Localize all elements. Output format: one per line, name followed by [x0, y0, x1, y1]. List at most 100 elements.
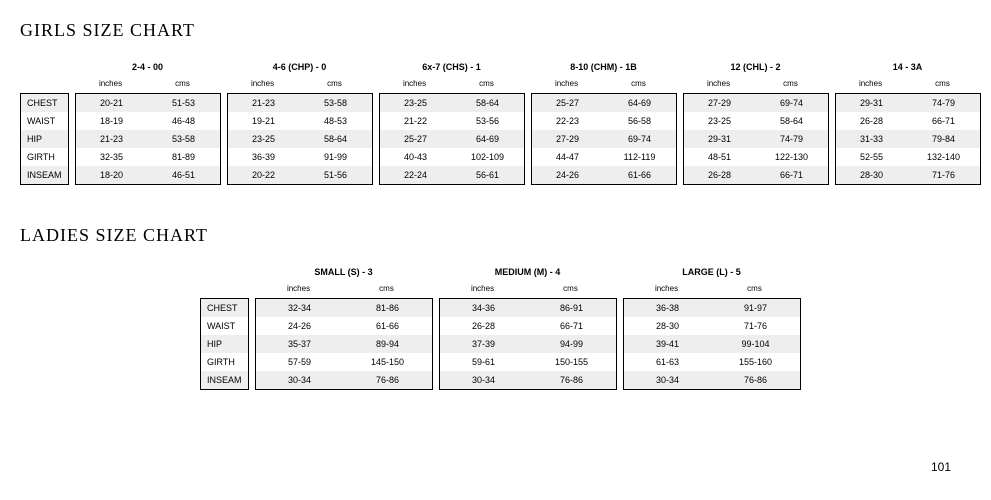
size-header: SMALL (S) - 3 — [255, 264, 433, 280]
girls-rowhead-col: CHEST WAIST HIP GIRTH INSEAM — [20, 93, 69, 185]
data-cell: 81-89 — [148, 148, 220, 166]
unit-label: cms — [907, 75, 979, 93]
table-row: 27-2969-74 — [684, 94, 828, 112]
unit-label: inches — [227, 75, 299, 93]
data-box: 32-3481-8624-2661-6635-3789-9457-59145-1… — [255, 298, 433, 390]
data-cell: 36-39 — [228, 148, 300, 166]
data-cell: 102-109 — [452, 148, 524, 166]
data-cell: 31-33 — [836, 130, 908, 148]
unit-label: cms — [147, 75, 219, 93]
size-header: 4-6 (CHP) - 0 — [227, 59, 373, 75]
size-header: 12 (CHL) - 2 — [683, 59, 829, 75]
ladies-indent — [20, 264, 200, 390]
data-cell: 76-86 — [528, 371, 616, 389]
data-cell: 40-43 — [380, 148, 452, 166]
table-row: 24-2661-66 — [532, 166, 676, 184]
page-number: 101 — [931, 460, 951, 474]
spacer — [200, 264, 249, 298]
data-cell: 51-53 — [148, 94, 220, 112]
data-cell: 58-64 — [452, 94, 524, 112]
data-cell: 25-27 — [532, 94, 604, 112]
data-cell: 30-34 — [440, 371, 528, 389]
table-row: 22-2456-61 — [380, 166, 524, 184]
data-box: 23-2558-6421-2253-5625-2764-6940-43102-1… — [379, 93, 525, 185]
table-row: 30-3476-86 — [440, 371, 616, 389]
table-row: 21-2353-58 — [76, 130, 220, 148]
size-column: SMALL (S) - 3inchescms32-3481-8624-2661-… — [255, 264, 433, 390]
size-column: 8-10 (CHM) - 1Binchescms25-2764-6922-235… — [531, 59, 677, 185]
size-column: 12 (CHL) - 2inchescms27-2969-7423-2558-6… — [683, 59, 829, 185]
table-row: 36-3991-99 — [228, 148, 372, 166]
size-column: LARGE (L) - 5inchescms36-3891-9728-3071-… — [623, 264, 801, 390]
unit-label: inches — [255, 280, 343, 298]
table-row: 23-2558-64 — [380, 94, 524, 112]
rowhead-inseam: INSEAM — [201, 371, 248, 389]
data-cell: 56-61 — [452, 166, 524, 184]
data-cell: 81-86 — [344, 299, 432, 317]
rowhead-waist: WAIST — [201, 317, 248, 335]
data-cell: 58-64 — [300, 130, 372, 148]
size-column: 2-4 - 00inchescms20-2151-5318-1946-4821-… — [75, 59, 221, 185]
table-row: 21-2353-58 — [228, 94, 372, 112]
table-row: 61-63155-160 — [624, 353, 800, 371]
size-column: 14 - 3Ainchescms29-3174-7926-2866-7131-3… — [835, 59, 981, 185]
data-cell: 76-86 — [344, 371, 432, 389]
unit-label: cms — [343, 280, 431, 298]
unit-row: inchescms — [683, 75, 829, 93]
data-cell: 27-29 — [684, 94, 756, 112]
data-cell: 53-58 — [300, 94, 372, 112]
data-cell: 59-61 — [440, 353, 528, 371]
girls-size-cols: 2-4 - 00inchescms20-2151-5318-1946-4821-… — [69, 59, 981, 185]
table-row: 59-61150-155 — [440, 353, 616, 371]
data-cell: 74-79 — [756, 130, 828, 148]
data-cell: 26-28 — [836, 112, 908, 130]
rowhead-inseam: INSEAM — [21, 166, 68, 184]
data-cell: 22-23 — [532, 112, 604, 130]
data-cell: 24-26 — [256, 317, 344, 335]
table-row: 25-2764-69 — [532, 94, 676, 112]
table-row: 23-2558-64 — [228, 130, 372, 148]
data-cell: 66-71 — [528, 317, 616, 335]
data-box: 27-2969-7423-2558-6429-3174-7948-51122-1… — [683, 93, 829, 185]
data-cell: 22-24 — [380, 166, 452, 184]
data-cell: 122-130 — [756, 148, 828, 166]
data-cell: 19-21 — [228, 112, 300, 130]
table-row: 21-2253-56 — [380, 112, 524, 130]
ladies-wrap: CHEST WAIST HIP GIRTH INSEAM SMALL (S) -… — [20, 264, 971, 390]
table-row: 28-3071-76 — [836, 166, 980, 184]
data-cell: 69-74 — [756, 94, 828, 112]
data-cell: 69-74 — [604, 130, 676, 148]
data-cell: 57-59 — [256, 353, 344, 371]
table-row: 28-3071-76 — [624, 317, 800, 335]
table-row: 26-2866-71 — [440, 317, 616, 335]
table-row: 19-2148-53 — [228, 112, 372, 130]
rowhead-waist: WAIST — [21, 112, 68, 130]
table-row: 37-3994-99 — [440, 335, 616, 353]
data-cell: 91-97 — [712, 299, 800, 317]
data-cell: 145-150 — [344, 353, 432, 371]
table-row: 26-2866-71 — [684, 166, 828, 184]
table-row: 36-3891-97 — [624, 299, 800, 317]
data-cell: 30-34 — [624, 371, 712, 389]
rowhead-chest: CHEST — [21, 94, 68, 112]
data-cell: 61-66 — [344, 317, 432, 335]
data-cell: 74-79 — [908, 94, 980, 112]
data-cell: 64-69 — [604, 94, 676, 112]
table-row: 48-51122-130 — [684, 148, 828, 166]
ladies-rowhead-col: CHEST WAIST HIP GIRTH INSEAM — [200, 298, 249, 390]
data-box: 20-2151-5318-1946-4821-2353-5832-3581-89… — [75, 93, 221, 185]
data-cell: 86-91 — [528, 299, 616, 317]
rowhead-chest: CHEST — [201, 299, 248, 317]
ladies-size-cols: SMALL (S) - 3inchescms32-3481-8624-2661-… — [249, 264, 801, 390]
data-box: 21-2353-5819-2148-5323-2558-6436-3991-99… — [227, 93, 373, 185]
unit-row: inchescms — [255, 280, 433, 298]
table-row: 29-3174-79 — [684, 130, 828, 148]
size-header: 8-10 (CHM) - 1B — [531, 59, 677, 75]
unit-label: cms — [451, 75, 523, 93]
data-cell: 23-25 — [684, 112, 756, 130]
unit-row: inchescms — [227, 75, 373, 93]
size-column: 4-6 (CHP) - 0inchescms21-2353-5819-2148-… — [227, 59, 373, 185]
table-row: 18-1946-48 — [76, 112, 220, 130]
data-cell: 29-31 — [836, 94, 908, 112]
unit-label: cms — [299, 75, 371, 93]
